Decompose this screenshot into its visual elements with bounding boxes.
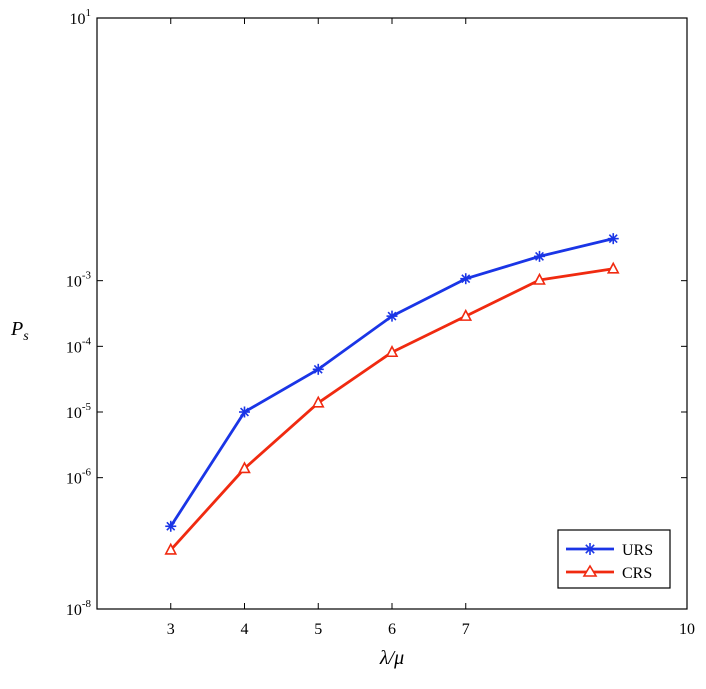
y-axis-label: Ps <box>10 318 29 344</box>
legend-marker-urs <box>584 543 596 555</box>
x-tick-label: 5 <box>314 621 322 638</box>
data-point-urs <box>312 363 324 375</box>
series-layer <box>164 233 620 555</box>
legend-box <box>557 529 671 589</box>
x-tick-label: 7 <box>462 621 470 638</box>
legend-label-urs: URS <box>622 542 653 559</box>
data-point-urs <box>607 233 619 245</box>
data-point-crs <box>385 345 399 358</box>
y-tick-label: 10-4 <box>66 335 92 356</box>
data-point-crs <box>459 308 473 321</box>
legend: URS CRS <box>557 529 671 589</box>
y-tick-label: 10-6 <box>66 467 92 488</box>
data-point-crs <box>164 542 178 555</box>
data-point-urs <box>534 250 545 262</box>
data-point-crs <box>311 395 325 408</box>
legend-label-crs: CRS <box>622 565 652 582</box>
data-point-crs <box>533 272 546 285</box>
data-point-urs <box>386 310 398 322</box>
x-tick-label: 10 <box>679 621 695 638</box>
y-tick-label: 101 <box>70 7 92 28</box>
y-tick-label: 10-3 <box>66 270 92 291</box>
y-axis-label-main: P <box>10 318 23 340</box>
data-point-crs <box>238 461 251 474</box>
x-tick-label: 4 <box>241 621 249 638</box>
x-tick-label: 6 <box>388 621 396 638</box>
y-tick-label: 10-5 <box>66 401 92 422</box>
data-point-urs <box>165 520 177 532</box>
data-point-urs <box>239 406 250 418</box>
data-point-urs <box>460 273 472 285</box>
y-tick-label: 10-8 <box>66 598 92 619</box>
x-axis-label: λ/μ <box>379 647 404 669</box>
legend-marker-crs <box>582 564 598 577</box>
y-axis-label-sub: s <box>23 329 29 344</box>
data-point-crs <box>606 261 620 274</box>
x-tick-label: 3 <box>167 621 175 638</box>
ticks-layer: 3 4 5 6 7 10 101 10-3 10-4 10-5 10-6 10-8 <box>66 7 695 638</box>
